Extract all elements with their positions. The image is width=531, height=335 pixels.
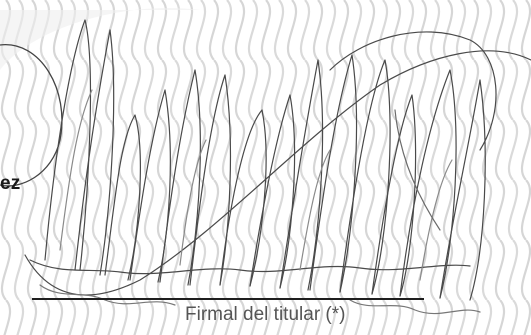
signature-line (32, 298, 424, 300)
holder-name-fragment: ez (0, 173, 21, 194)
signature-caption: Firmal del titular (*) (185, 304, 346, 325)
